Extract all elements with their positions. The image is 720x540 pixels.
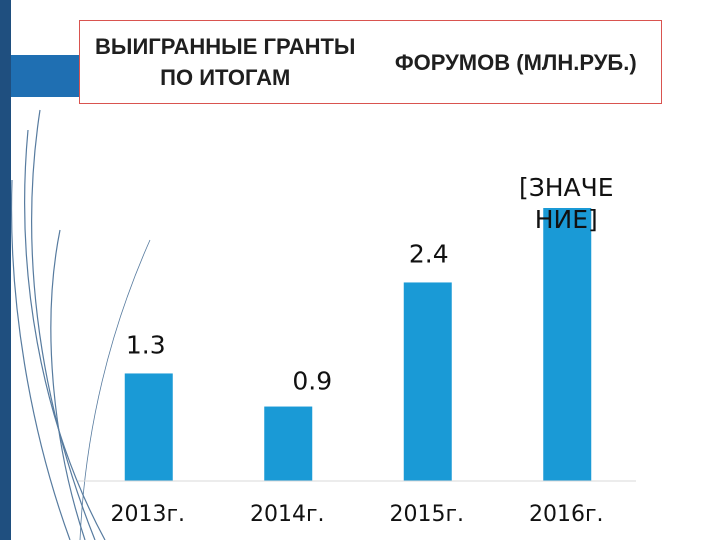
bars-group <box>124 208 592 481</box>
x-tick-label: 2013г. <box>110 502 185 527</box>
title-line-2: ФОРУМОВ (МЛН.РУБ.) <box>394 49 637 75</box>
x-tick-label: 2015г. <box>389 502 464 527</box>
data-label: 0.9 <box>292 367 332 396</box>
chart-title: ВЫИГРАННЫЕ ГРАНТЫ ПО ИТОГАМ ФОРУМОВ (МЛН… <box>79 20 662 104</box>
data-labels: 1.3 0.9 2.4 [ЗНАЧЕ НИЕ] <box>126 173 614 396</box>
left-accent-bar <box>0 0 11 540</box>
title-accent-block <box>11 55 79 97</box>
x-tick-label: 2014г. <box>250 502 325 527</box>
x-tick-labels: 2013г. 2014г. 2015г. 2016г. <box>110 502 603 527</box>
data-label: [ЗНАЧЕ НИЕ] <box>519 173 614 234</box>
title-line-1: ВЫИГРАННЫЕ ГРАНТЫ ПО ИТОГАМ <box>95 34 356 90</box>
data-label: 2.4 <box>409 239 449 268</box>
bar-1 <box>124 373 173 481</box>
decorative-curves <box>10 109 151 540</box>
x-tick-label: 2016г. <box>529 502 604 527</box>
data-label: 1.3 <box>126 330 166 359</box>
bar-2 <box>264 406 313 481</box>
bar-4 <box>543 208 592 481</box>
bar-3 <box>403 282 452 481</box>
